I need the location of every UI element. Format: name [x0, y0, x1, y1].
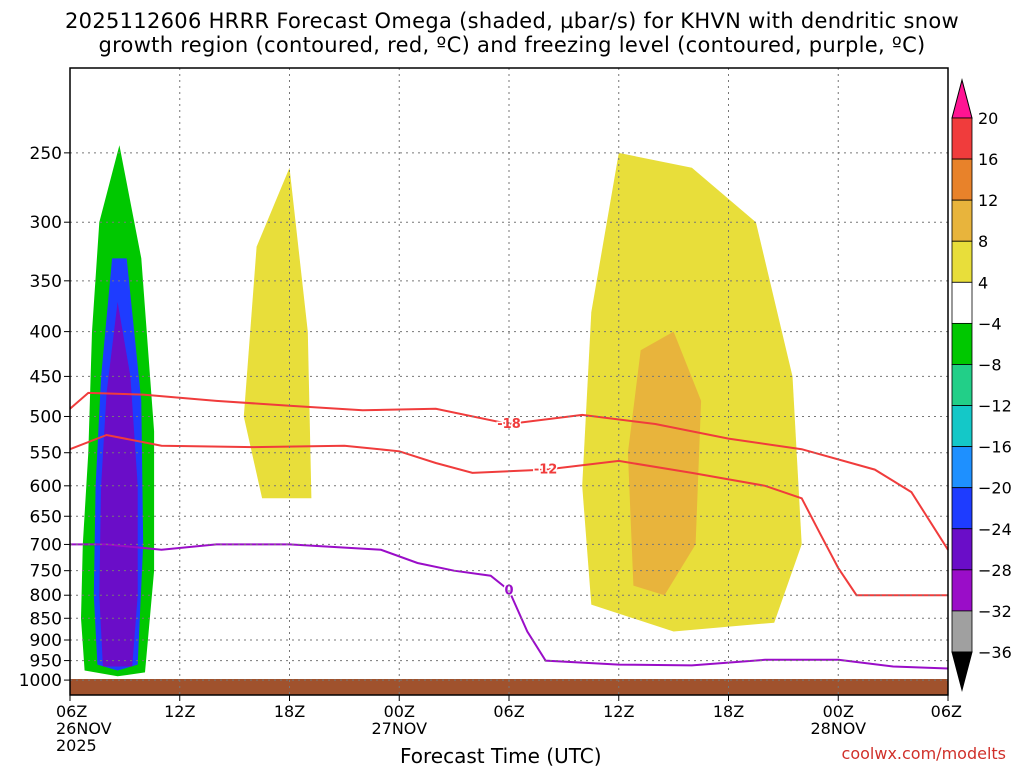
colorbar-swatch	[951, 528, 973, 571]
x-tick-label: 06Z	[493, 702, 524, 721]
colorbar-swatch	[951, 158, 973, 201]
colorbar-label: −36	[978, 643, 1012, 662]
colorbar-label: −4	[978, 314, 1002, 333]
y-tick-label: 350	[30, 272, 62, 292]
y-tick-label: 950	[30, 652, 62, 672]
colorbar-swatch	[951, 199, 973, 242]
x-date-label: 2025	[56, 736, 97, 755]
x-tick-label: 00Z	[823, 702, 854, 721]
x-tick-label: 12Z	[603, 702, 634, 721]
y-tick-label: 250	[30, 144, 62, 164]
x-date-label: 28NOV	[810, 719, 866, 738]
y-tick-label: 800	[30, 586, 62, 606]
colorbar-label: 8	[978, 232, 988, 251]
y-tick-label: 900	[30, 631, 62, 651]
colorbar-label: −28	[978, 561, 1012, 580]
colorbar-swatch	[951, 281, 973, 324]
colorbar-swatch	[951, 364, 973, 406]
colorbar-swatch	[951, 240, 973, 283]
colorbar-swatch	[951, 322, 973, 365]
colorbar-swatch	[951, 487, 973, 530]
y-tick-label: 600	[30, 477, 62, 497]
y-tick-label: 450	[30, 367, 62, 387]
y-tick-label: 400	[30, 323, 62, 343]
colorbar-swatch	[951, 610, 973, 653]
x-tick-label: 06Z	[931, 702, 962, 721]
chart-title-line-2: growth region (contoured, red, ºC) and f…	[98, 33, 926, 57]
x-date-label: 26NOV	[56, 719, 112, 738]
contour-dgz-lower	[69, 433, 948, 597]
y-tick-label: 700	[30, 535, 62, 555]
x-tick-label: 00Z	[384, 702, 415, 721]
colorbar-label: 20	[978, 109, 998, 128]
colorbar-swatch	[951, 569, 973, 612]
x-tick-label: 12Z	[164, 702, 195, 721]
colorbar-lower-arrow	[951, 651, 973, 692]
y-tick-label: 650	[30, 507, 62, 527]
y-tick-label: 750	[30, 562, 62, 582]
source-credit: coolwx.com/modelts	[841, 744, 1006, 763]
colorbar-upper-arrow	[951, 78, 973, 119]
y-tick-label: 300	[30, 213, 62, 233]
contour-freezing-level	[70, 543, 949, 670]
colorbar-label: −12	[978, 397, 1012, 416]
x-tick-label: 06Z	[56, 702, 87, 721]
omega-region-descent-mid	[243, 167, 312, 499]
x-tick-label: 18Z	[713, 702, 744, 721]
colorbar-label: −20	[978, 479, 1012, 498]
colorbar-label: 12	[978, 191, 998, 210]
colorbar-swatch	[951, 446, 973, 489]
colorbar-label: −8	[978, 355, 1002, 374]
contour-label-dgz-lower: -12	[534, 463, 558, 478]
y-tick-label: 550	[30, 444, 62, 464]
colorbar-label: 16	[978, 150, 998, 169]
colorbar-label: −16	[978, 438, 1012, 457]
omega-region-descent-late-orange	[627, 331, 702, 596]
y-tick-label: 850	[30, 609, 62, 629]
x-date-label: 27NOV	[371, 719, 427, 738]
chart-title-line-1: 2025112606 HRRR Forecast Omega (shaded, …	[65, 9, 959, 33]
colorbar-label: 4	[978, 273, 988, 292]
contour-label-dgz-upper: -18	[497, 417, 521, 432]
y-tick-label: 1000	[19, 671, 62, 691]
colorbar-label: −32	[978, 602, 1012, 621]
colorbar-swatch	[951, 405, 973, 448]
x-tick-label: 18Z	[274, 702, 305, 721]
colorbar-swatch	[951, 117, 973, 160]
colorbar-label: −24	[978, 520, 1012, 539]
y-tick-label: 500	[30, 407, 62, 427]
x-axis-title: Forecast Time (UTC)	[400, 744, 602, 768]
